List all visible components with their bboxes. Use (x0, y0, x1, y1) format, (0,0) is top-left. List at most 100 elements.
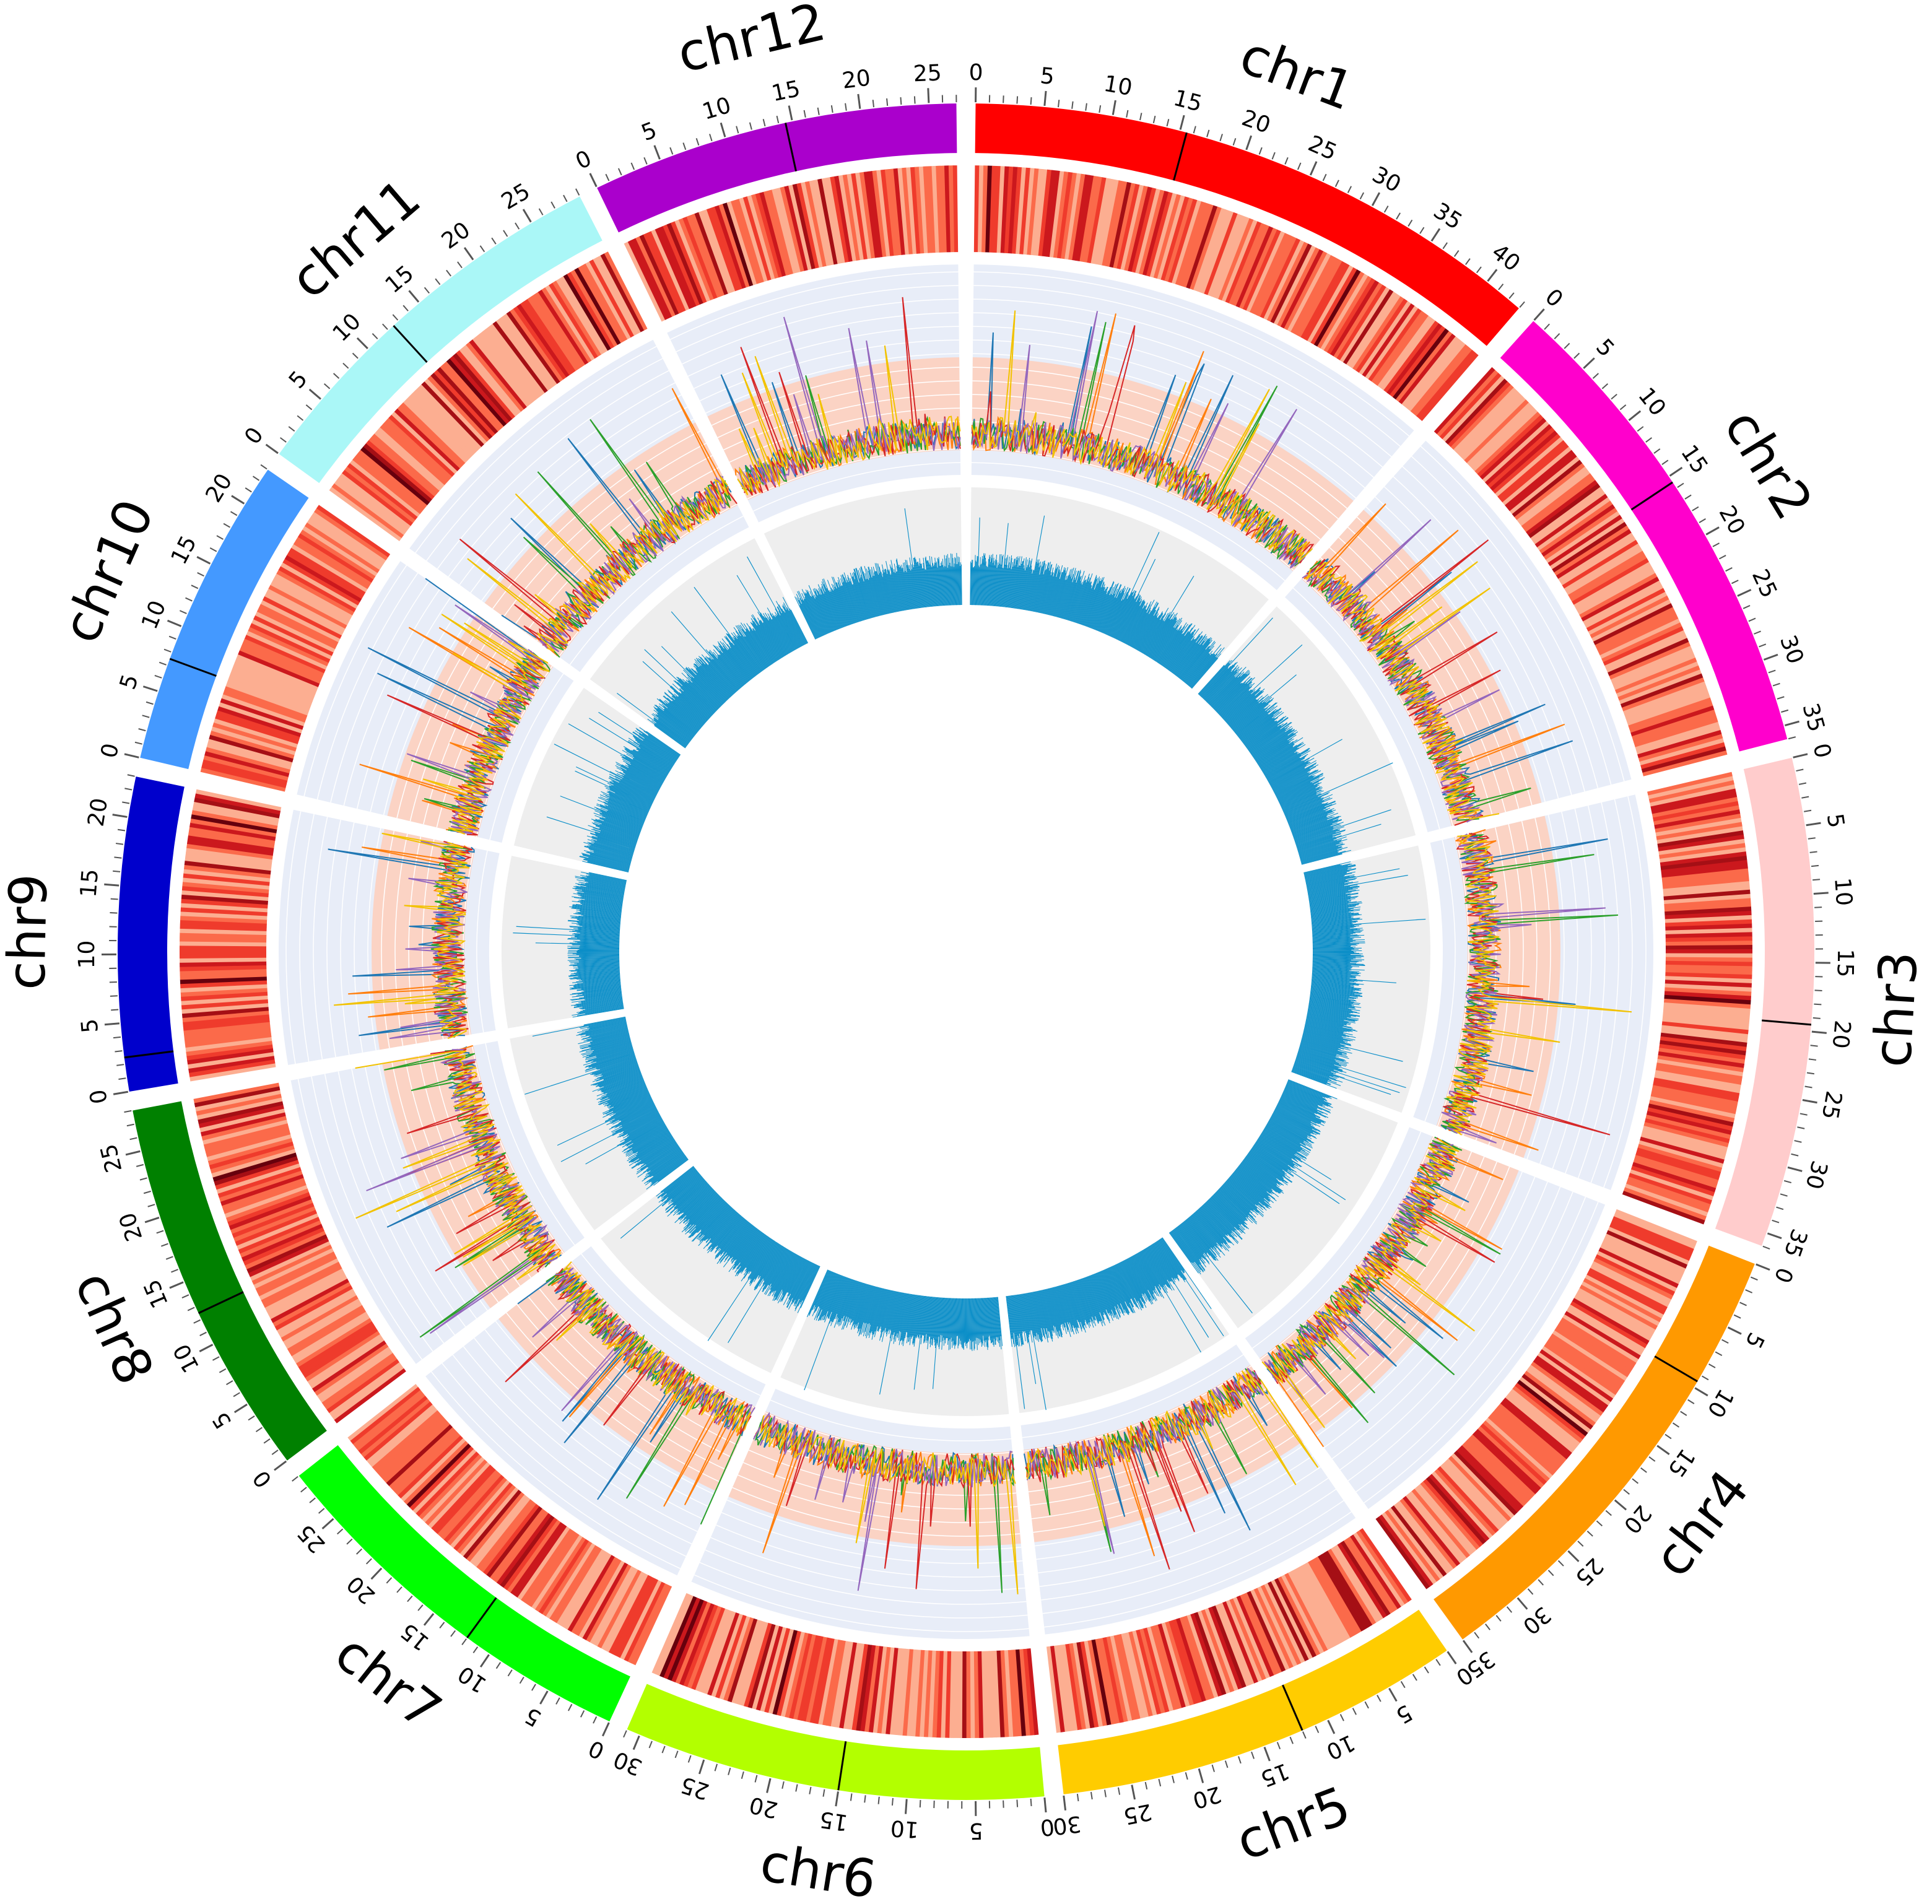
heatmap-bin (1490, 1412, 1559, 1473)
histogram-bar (1268, 758, 1310, 782)
heatmap-bin (1487, 427, 1556, 489)
heatmap-bin (1562, 1314, 1639, 1363)
histogram-bar (1262, 1131, 1307, 1158)
heatmap-bin (209, 734, 294, 763)
heatmap-bin (1546, 511, 1621, 563)
heatmap-bin (1310, 267, 1357, 345)
heatmap-bin (1659, 1043, 1746, 1060)
heatmap-bin (182, 1010, 269, 1022)
histogram-bar (1217, 681, 1252, 714)
heatmap-bin (1656, 1063, 1743, 1081)
heatmap-bin (211, 1149, 296, 1178)
histogram-bar (1299, 842, 1343, 856)
histogram-bar (1224, 1182, 1264, 1217)
heatmap-bin (1660, 1040, 1746, 1056)
heatmap-bin (1301, 1563, 1347, 1642)
histogram-bar (1268, 760, 1309, 783)
heatmap-bin (210, 1145, 295, 1174)
heatmap-bin (446, 1477, 507, 1545)
heatmap-bin (1654, 1074, 1741, 1093)
heatmap-bin (993, 165, 1001, 253)
histogram-bar (1312, 979, 1356, 984)
heatmap-bin (1343, 1538, 1395, 1614)
histogram-bar (1312, 972, 1351, 975)
histogram-bar (1212, 1195, 1246, 1228)
histogram-bar (1012, 567, 1019, 609)
heatmap-bin (655, 227, 694, 310)
histogram-bar (1199, 659, 1233, 696)
histogram-bar (1134, 615, 1154, 650)
heatmap-bin (1658, 1047, 1745, 1064)
histogram-bar (1260, 744, 1302, 770)
histogram-bar (1299, 839, 1347, 854)
histogram-bar (992, 554, 998, 606)
heatmap-bin (479, 1501, 537, 1573)
histogram-bar (1204, 1203, 1232, 1233)
histogram-bar (1310, 987, 1359, 993)
heatmap-bin (581, 263, 628, 342)
histogram-bar (1264, 1128, 1301, 1151)
line-track-grid (343, 588, 441, 806)
histogram-bar (1109, 594, 1129, 637)
histogram-bar (1307, 1015, 1351, 1024)
histogram-bar (1002, 555, 1008, 607)
histogram-bar (1268, 1120, 1312, 1145)
heatmap-bin (706, 207, 739, 292)
line-track-grid (738, 1474, 1019, 1523)
heatmap-bin (489, 1508, 546, 1580)
line-track-grid (694, 326, 959, 389)
histogram-bar (1260, 741, 1303, 769)
histogram-bar (1203, 669, 1232, 700)
histogram-bar (1232, 702, 1267, 731)
line-track-grid (705, 1549, 1027, 1605)
line-track-grid (381, 830, 395, 1048)
heatmap-bin (1408, 341, 1466, 412)
heatmap-bin (1665, 949, 1753, 954)
heatmap-bin (1175, 201, 1206, 285)
heatmap-bin (459, 1487, 519, 1557)
histogram-bar (1299, 1049, 1347, 1064)
histogram-bar (1141, 619, 1160, 653)
heatmap-bin (1398, 333, 1456, 404)
histogram-bar (1291, 816, 1333, 832)
histogram-bar (1271, 1116, 1308, 1136)
histogram-bar (1312, 959, 1351, 961)
histogram-bar (1305, 1022, 1350, 1032)
histogram-bar (1078, 585, 1092, 624)
histogram-bar (1309, 896, 1351, 903)
histogram-bar (1219, 1188, 1257, 1225)
line-track-grid (316, 573, 419, 800)
heatmap-bin (1664, 983, 1752, 993)
heatmap-bin (243, 1227, 324, 1266)
heatmap-bin (1558, 1321, 1634, 1371)
heatmap-bin (1038, 169, 1052, 256)
histogram-bar (1308, 1005, 1360, 1014)
histogram-bar (1297, 837, 1347, 852)
histogram-bar (1040, 564, 1053, 614)
histogram-bar (1040, 570, 1050, 614)
heatmap-bin (1193, 1612, 1227, 1695)
line-track-grid (1402, 466, 1599, 788)
histogram-bar (1276, 1105, 1316, 1126)
line-track-grid (705, 353, 960, 414)
histogram-bar (1247, 723, 1284, 750)
heatmap-bin (316, 505, 391, 557)
heatmap-bin (342, 469, 414, 526)
histogram-bar (1170, 639, 1194, 672)
heatmap-bin (804, 181, 827, 267)
histogram-bar (1271, 1115, 1317, 1139)
heatmap-bin (1615, 1209, 1697, 1246)
histogram-bar (1195, 1211, 1224, 1243)
histogram-bar (1299, 1046, 1336, 1058)
heatmap-bin (217, 1167, 302, 1198)
histogram-bar (1312, 934, 1358, 937)
histogram-bar (1258, 737, 1303, 767)
heatmap-bin (183, 873, 270, 886)
histogram-bar (1155, 628, 1178, 663)
line-track-grid (1577, 802, 1619, 1178)
heatmap-bin (1512, 459, 1583, 518)
histogram-bar (1097, 584, 1118, 632)
heatmap-bin (204, 1126, 290, 1153)
histogram-bar (1048, 570, 1060, 615)
heatmap-bin (1655, 1070, 1741, 1090)
